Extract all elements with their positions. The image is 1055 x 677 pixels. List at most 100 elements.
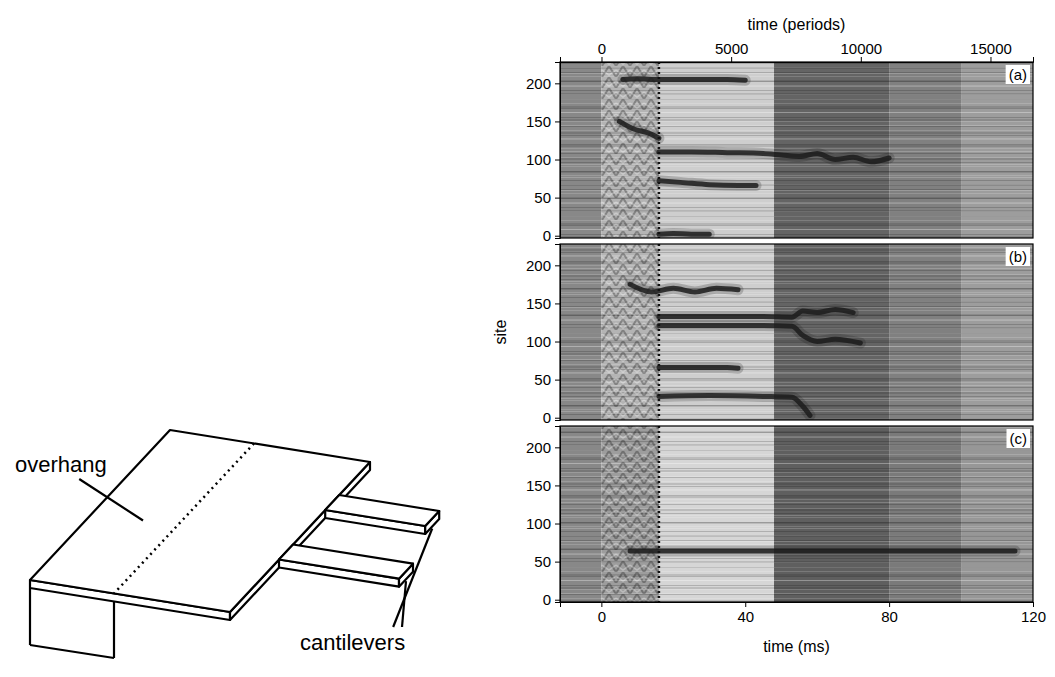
track-halo [623, 79, 745, 81]
diagram-label: overhang [15, 452, 107, 477]
plot-area [560, 62, 1033, 238]
tick-label: 0 [598, 608, 606, 625]
tick-label: 150 [526, 113, 551, 130]
cantilever-top [279, 545, 413, 579]
texture [560, 244, 1033, 420]
tick-mark [555, 600, 560, 601]
tick-mark [601, 602, 602, 607]
tick-mark [555, 418, 560, 419]
x2-axis: 050001000015000 [561, 40, 1034, 63]
intensity-band [601, 244, 659, 420]
track-halo [659, 326, 860, 344]
support-edge [29, 588, 31, 645]
tick-mark [745, 602, 746, 607]
track-halo [630, 545, 1015, 556]
track [630, 548, 1015, 553]
track [659, 152, 889, 162]
texture [560, 426, 1033, 602]
track [659, 365, 738, 371]
tick: 120 [1021, 602, 1046, 625]
tick-mark [861, 57, 862, 62]
tick-mark [555, 160, 560, 161]
intensity-band [601, 426, 659, 602]
track [623, 79, 745, 81]
tick: 100 [526, 151, 560, 168]
figure: 0 50 100 150 200 0 50 0 0 10000 15000 time (periods… [0, 0, 1055, 677]
tick: 150 [526, 295, 560, 312]
tick-label: 10000 [840, 40, 882, 57]
axis-line [555, 427, 561, 603]
support-edge [113, 601, 115, 658]
tick: 50 [534, 553, 560, 570]
axis-line [555, 63, 561, 239]
tick-label: 200 [526, 75, 551, 92]
tick: 10000 [840, 40, 882, 62]
tick-label: 100 [526, 151, 551, 168]
tick: 200 [526, 257, 560, 274]
tick-mark [555, 562, 560, 563]
tick: 0 [598, 602, 606, 625]
y-axis: 050100150200 [526, 427, 561, 609]
texture [560, 62, 1033, 238]
track [659, 326, 860, 344]
support-edge [30, 645, 114, 658]
tick-mark [601, 57, 602, 62]
tick-mark [555, 485, 560, 486]
tick-mark [555, 198, 560, 199]
leader-line [79, 479, 143, 521]
tick-mark [731, 57, 732, 62]
y-axis: 050100150200 [526, 63, 561, 245]
axis-line [561, 57, 1034, 63]
tick-label: 50 [534, 371, 551, 388]
texture [560, 426, 1033, 602]
track [630, 284, 738, 292]
tick-mark [555, 265, 560, 266]
texture [601, 244, 659, 420]
plot-frame [560, 426, 1033, 602]
texture [560, 62, 1033, 238]
tick: 80 [881, 602, 898, 625]
dotted-marker [658, 426, 661, 602]
tick: 200 [526, 75, 560, 92]
track-halo [630, 284, 738, 292]
panel-label: (a) [1009, 66, 1027, 83]
panel-label: (c) [1010, 430, 1028, 447]
tick-mark [555, 83, 560, 84]
texture [560, 244, 1033, 420]
tick-mark [555, 121, 560, 122]
tick-mark [555, 447, 560, 448]
tick-mark [555, 236, 560, 237]
tick-label: 100 [526, 515, 551, 532]
track-halo [659, 181, 756, 186]
tick-mark [555, 380, 560, 381]
tick-label: 0 [543, 227, 551, 244]
plot-area [560, 426, 1033, 602]
axis-title: time (periods) [748, 16, 846, 33]
tick: 40 [737, 602, 754, 625]
tick-label: 15000 [970, 40, 1012, 57]
track [619, 121, 659, 138]
tick-mark [555, 524, 560, 525]
axis-line [555, 245, 561, 421]
tick: 0 [543, 227, 560, 244]
y-axis: 0 50 100 150 200 [526, 245, 561, 427]
texture [601, 62, 659, 238]
tick: 100 [526, 333, 560, 350]
leader-line [393, 529, 432, 628]
tick-label: 200 [526, 257, 551, 274]
dotted-marker [658, 62, 661, 238]
plot-area [560, 244, 1033, 420]
tick-label: 0 [598, 40, 606, 57]
track [659, 310, 853, 318]
tick-label: 0 [543, 591, 551, 608]
tick-label: 0 [543, 409, 551, 426]
track-halo [659, 228, 709, 238]
label-background [1007, 429, 1031, 448]
diagram-label: cantilevers [300, 630, 405, 655]
tick-label: 50 [534, 553, 551, 570]
axis-title: time (ms) [763, 638, 830, 655]
track-halo [659, 310, 853, 318]
tick-label: 200 [526, 439, 551, 456]
tick-mark [990, 57, 991, 62]
tick-mark [889, 602, 890, 607]
